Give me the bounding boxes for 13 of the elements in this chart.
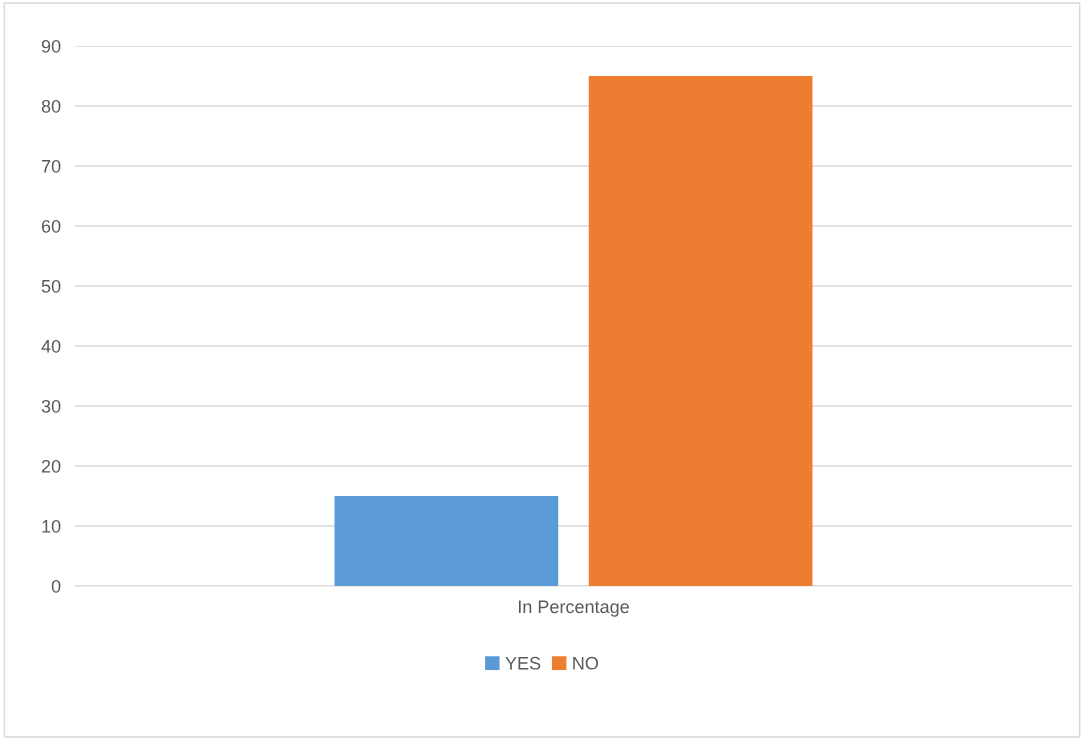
y-tick-label: 10 xyxy=(42,519,61,533)
legend-label: YES xyxy=(505,656,541,670)
y-tick-label: 20 xyxy=(41,459,61,473)
y-tick-label: 0 xyxy=(51,579,61,593)
y-tick-label: 60 xyxy=(41,219,61,233)
y-tick-label: 80 xyxy=(41,99,61,113)
y-tick-label: 30 xyxy=(41,399,61,413)
y-tick-label: 90 xyxy=(41,39,61,53)
y-tick-label: 40 xyxy=(41,339,61,353)
y-tick-label: 50 xyxy=(41,279,61,293)
legend-label: NO xyxy=(573,656,599,670)
y-tick-label: 70 xyxy=(41,159,61,173)
x-tick-label: In Percentage xyxy=(518,600,629,617)
